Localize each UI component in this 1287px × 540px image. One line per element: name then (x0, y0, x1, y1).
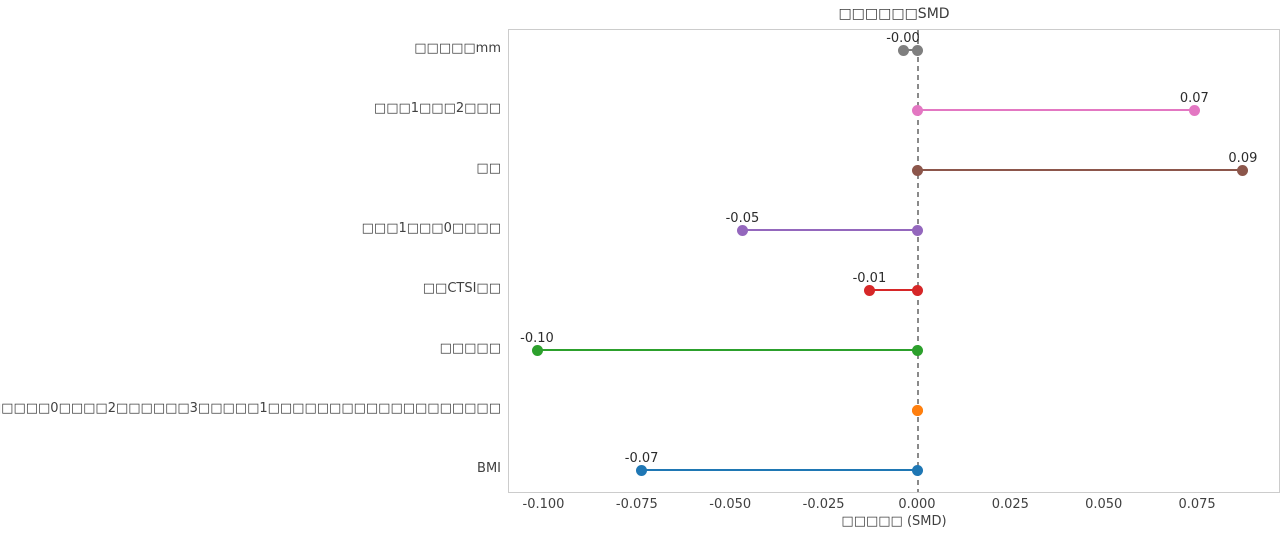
y-tick-label: □□ (476, 161, 501, 176)
x-tick-label: -0.050 (709, 497, 752, 512)
data-point (636, 464, 648, 476)
y-tick-label: □□CTSI□□ (422, 281, 501, 296)
data-point (912, 104, 924, 116)
value-label: 0.09 (1228, 151, 1258, 166)
y-tick-label: □□□□□□□0□□□□2□□□□□□3□□□□□1□□□□□□□□□□□□□□… (0, 401, 501, 416)
data-point (912, 44, 924, 56)
value-label: -0.00 (886, 31, 920, 46)
y-tick-label: □□□□□mm (414, 41, 501, 56)
data-point (912, 284, 924, 296)
x-tick-label: -0.075 (615, 497, 658, 512)
data-point (897, 44, 909, 56)
x-tick-label: 0.000 (898, 497, 936, 512)
data-point (1237, 164, 1249, 176)
dumbbell-line (641, 469, 918, 471)
data-point (1188, 104, 1200, 116)
data-point (912, 464, 924, 476)
dumbbell-line (917, 169, 1243, 171)
x-tick-label: 0.050 (1085, 497, 1123, 512)
dumbbell-line (742, 229, 918, 231)
dumbbell-line (903, 49, 918, 51)
data-point (736, 224, 748, 236)
y-tick-label: BMI (477, 461, 501, 476)
y-tick-label: □□□□□ (439, 341, 501, 356)
plot-area: -0.00 0.07 0.09 -0.05 -0.01 -0.10 -0.07 (508, 29, 1280, 493)
dumbbell-line (537, 349, 918, 351)
x-tick-label: -0.100 (522, 497, 565, 512)
data-point (912, 224, 924, 236)
zero-reference-line (916, 30, 919, 492)
data-point (912, 404, 924, 416)
data-point (863, 284, 875, 296)
x-tick-label: 0.025 (991, 497, 1029, 512)
y-tick-label: □□□1□□□2□□□ (373, 101, 501, 116)
dumbbell-line (917, 109, 1195, 111)
chart-title: □□□□□□SMD (838, 6, 950, 22)
data-point (912, 164, 924, 176)
value-label: -0.07 (624, 451, 659, 466)
y-tick-label: □□□1□□□0□□□□ (361, 221, 501, 236)
value-label: -0.10 (520, 331, 554, 346)
value-label: 0.07 (1179, 91, 1209, 106)
value-label: -0.01 (852, 271, 887, 286)
x-axis-label: □□□□□ (SMD) (841, 514, 947, 529)
dumbbell-line (869, 289, 918, 291)
data-point (912, 344, 924, 356)
x-tick-label: -0.025 (802, 497, 845, 512)
value-label: -0.05 (725, 211, 760, 226)
data-point (531, 344, 543, 356)
x-tick-label: 0.075 (1178, 497, 1216, 512)
